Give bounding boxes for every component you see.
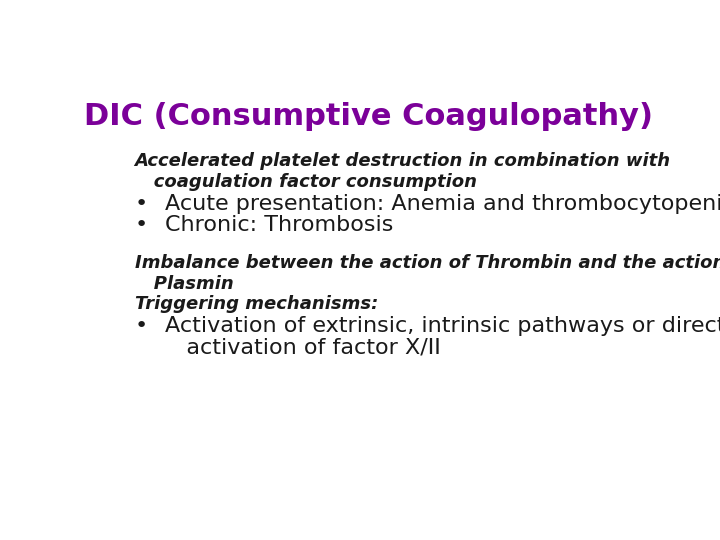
Text: Activation of extrinsic, intrinsic pathways or direct: Activation of extrinsic, intrinsic pathw…: [166, 316, 720, 336]
Text: Acute presentation: Anemia and thrombocytopenia: Acute presentation: Anemia and thrombocy…: [166, 194, 720, 214]
Text: DIC (Consumptive Coagulopathy): DIC (Consumptive Coagulopathy): [84, 102, 654, 131]
Text: Triggering mechanisms:: Triggering mechanisms:: [135, 295, 378, 313]
Text: •: •: [135, 316, 148, 336]
Text: •: •: [135, 215, 148, 235]
Text: •: •: [135, 194, 148, 214]
Text: activation of factor X/II: activation of factor X/II: [166, 337, 441, 357]
Text: Plasmin: Plasmin: [135, 275, 233, 293]
Text: Chronic: Thrombosis: Chronic: Thrombosis: [166, 215, 394, 235]
Text: Accelerated platelet destruction in combination with: Accelerated platelet destruction in comb…: [135, 152, 671, 170]
Text: coagulation factor consumption: coagulation factor consumption: [135, 173, 477, 191]
Text: Imbalance between the action of Thrombin and the action of: Imbalance between the action of Thrombin…: [135, 254, 720, 272]
